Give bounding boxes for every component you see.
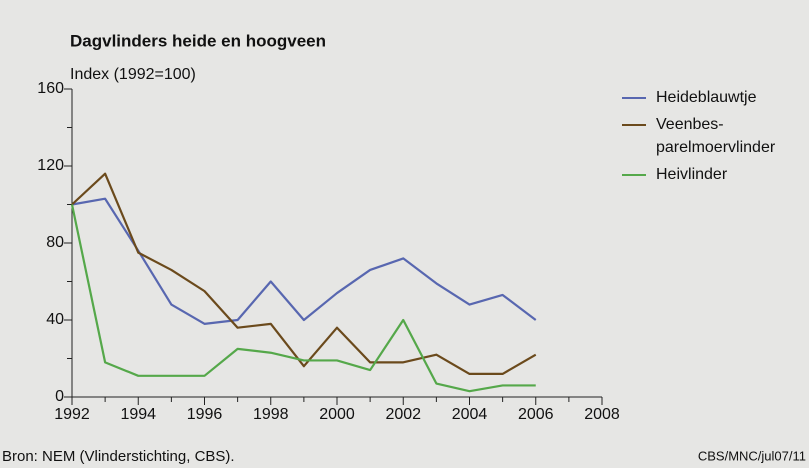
- x-tick-label: 1998: [253, 406, 289, 423]
- x-tick-label: 1996: [187, 406, 223, 423]
- source: Bron: NEM (Vlinderstichting, CBS).: [2, 448, 235, 465]
- legend-item: Heideblauwtje: [622, 86, 787, 109]
- legend-item: Veenbes-parelmoervlinder: [622, 113, 787, 159]
- x-tick-label: 1992: [54, 406, 90, 423]
- legend-item: Heivlinder: [622, 163, 787, 186]
- chart-title: Dagvlinders heide en hoogveen: [70, 31, 326, 50]
- legend-swatch: [622, 174, 646, 176]
- x-tick-label: 1994: [120, 406, 156, 423]
- x-tick-label: 2006: [518, 406, 554, 423]
- legend-swatch: [622, 124, 646, 126]
- legend-label: Heivlinder: [656, 166, 728, 183]
- line-series: [70, 204, 536, 393]
- y-tick-label: 0: [55, 388, 64, 405]
- x-tick-label: 2008: [584, 406, 620, 423]
- y-tick-label: 160: [37, 80, 64, 97]
- legend: Heideblauwtje Veenbes-parelmoervlinder Hei…: [622, 86, 787, 190]
- x-tick-label: 2004: [452, 406, 488, 423]
- x-tick-label: 2000: [319, 406, 355, 423]
- y-tick-label: 80: [46, 234, 64, 251]
- line-series: [71, 172, 537, 375]
- y-tick-label: 40: [46, 311, 64, 328]
- y-tick-label: 120: [37, 157, 64, 174]
- legend-label: Veenbes-parelmoervlinder: [656, 116, 776, 156]
- x-tick-label: 2002: [385, 406, 421, 423]
- credit: CBS/MNC/jul07/11: [698, 448, 806, 463]
- legend-label: Heideblauwtje: [656, 89, 757, 106]
- legend-swatch: [622, 97, 646, 99]
- line-series: [71, 197, 537, 325]
- y-axis-label: Index (1992=100): [70, 66, 196, 83]
